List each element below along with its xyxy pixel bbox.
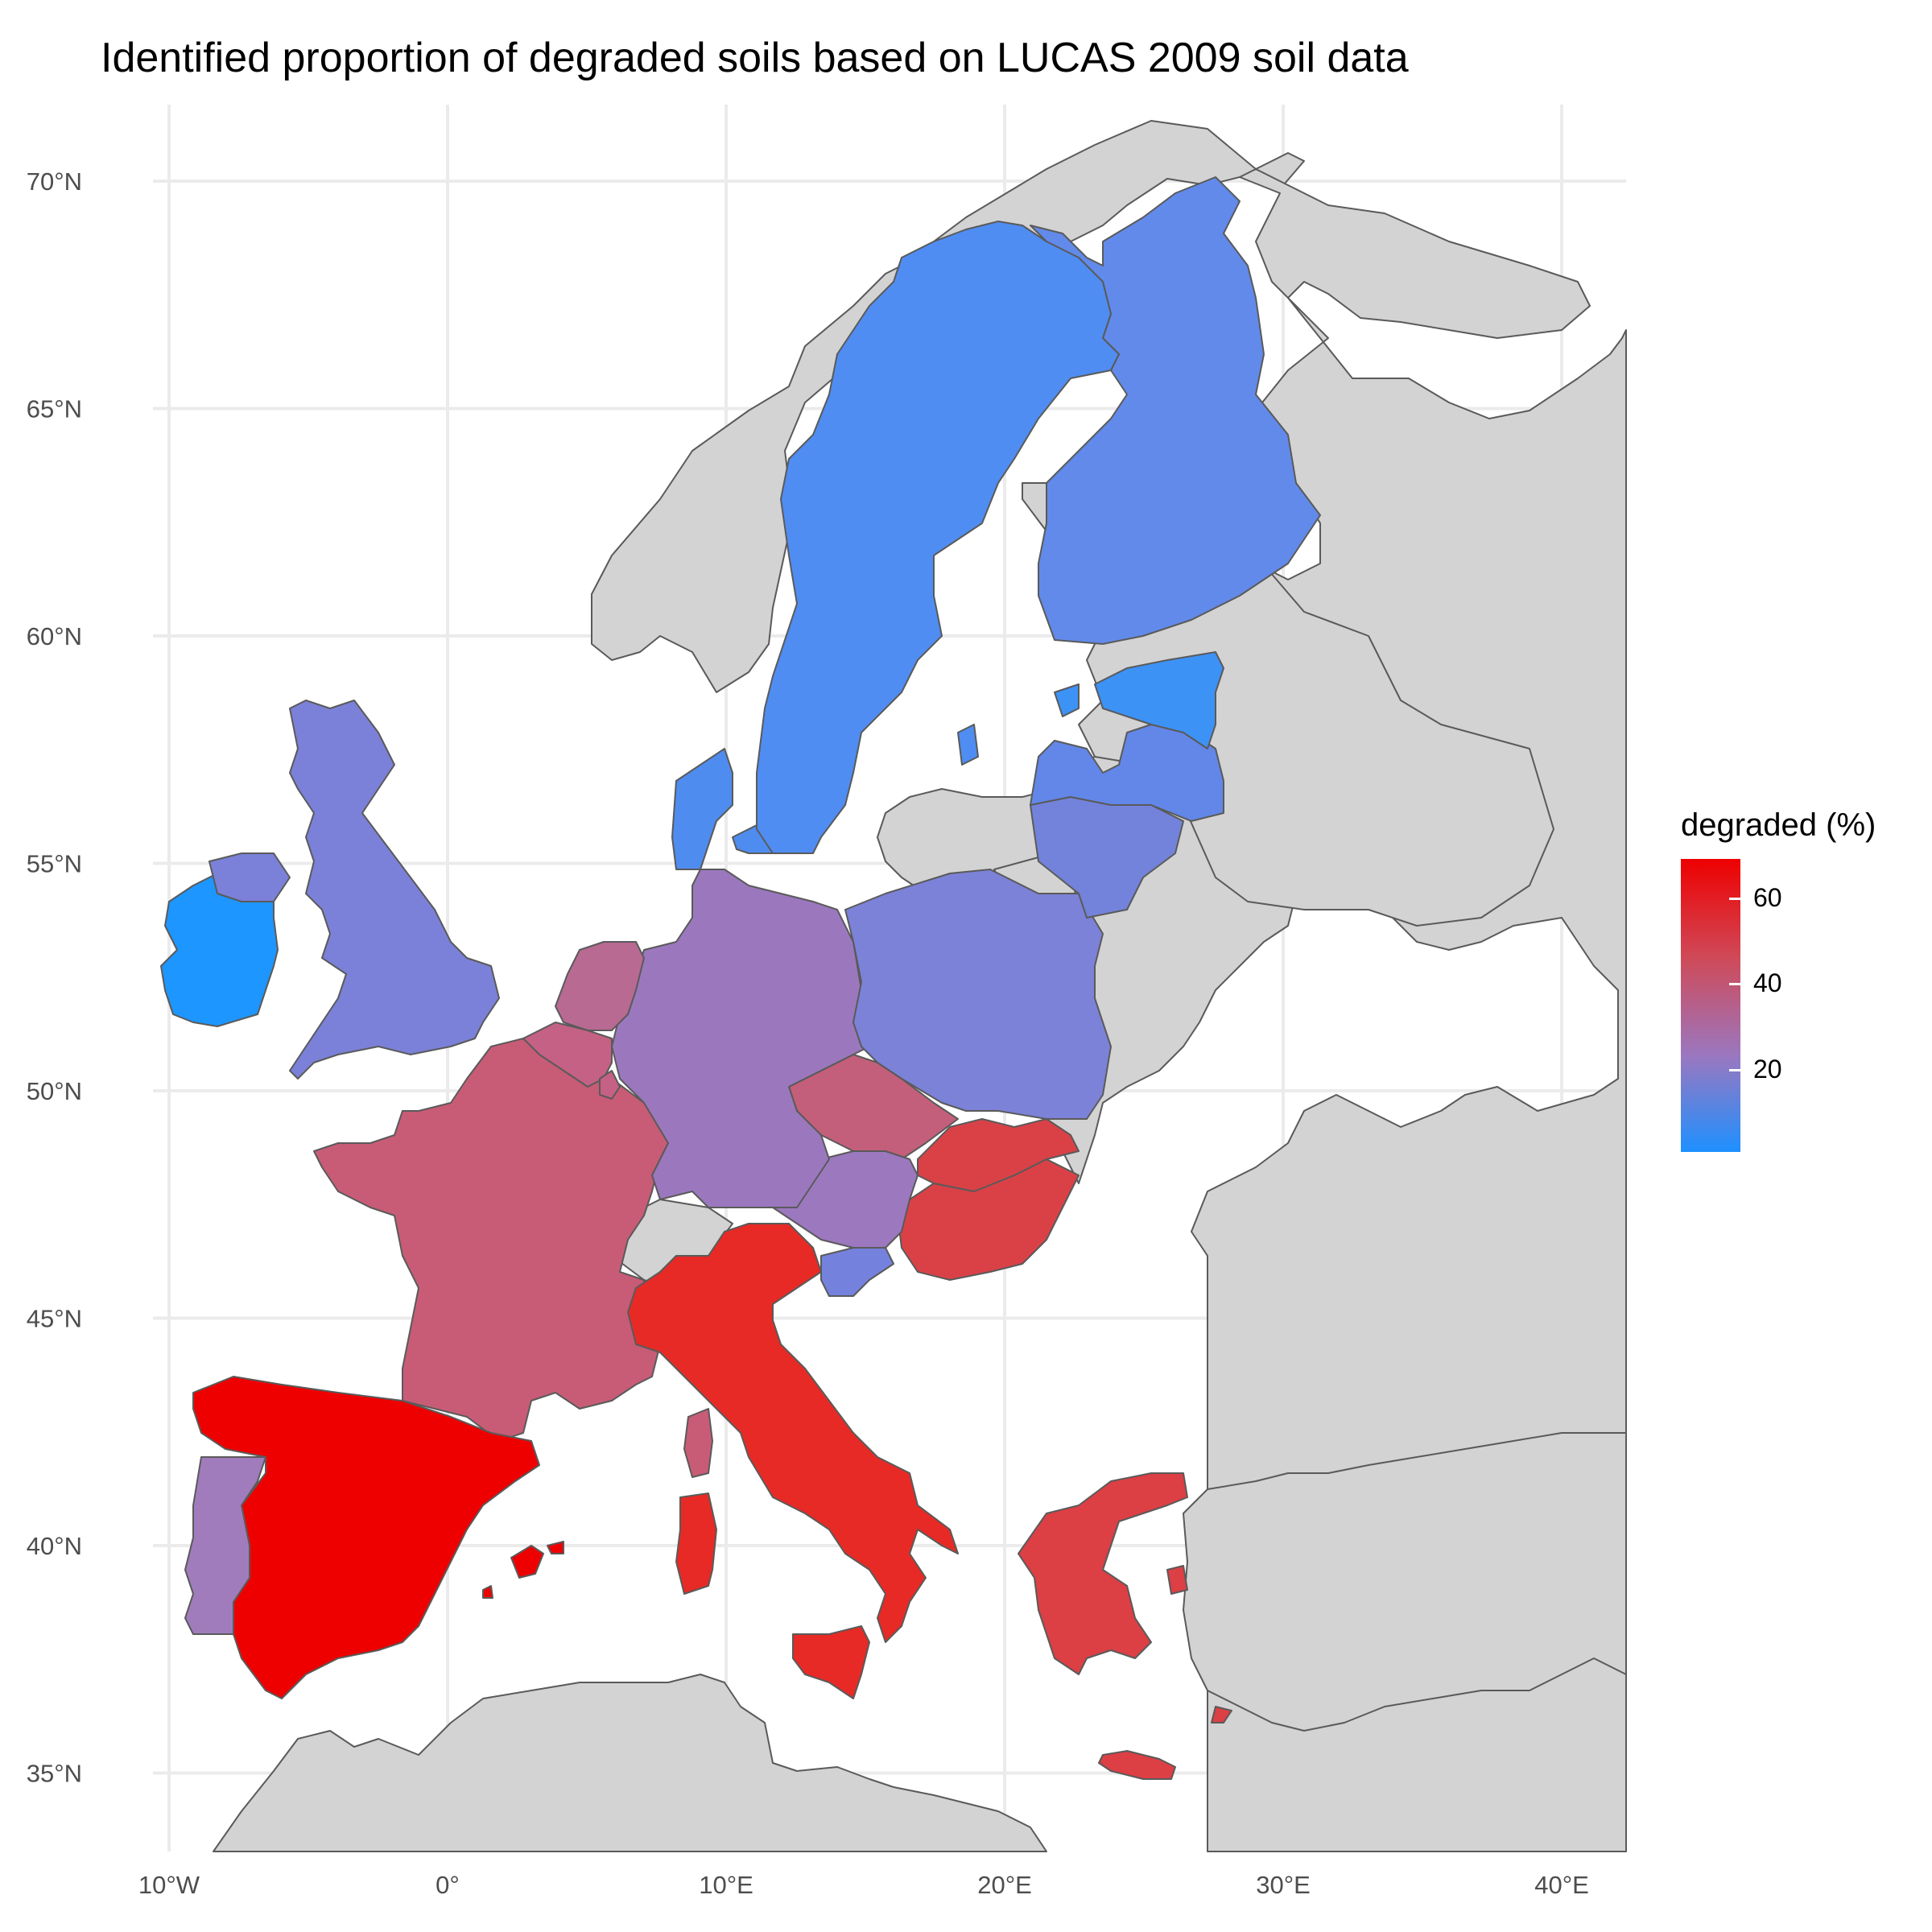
turkey-anatolia (1183, 1432, 1627, 1732)
norway (591, 120, 1305, 693)
region-portugal (184, 1456, 266, 1635)
region-netherlands (555, 941, 645, 1031)
y-tick-label: 40°N (27, 1532, 82, 1560)
region-sardinia (675, 1492, 717, 1595)
region-belgium (522, 1022, 613, 1088)
region-crete (1098, 1750, 1176, 1780)
x-tick-label: 10°E (699, 1871, 753, 1899)
x-tick-label: 30°E (1256, 1871, 1311, 1899)
legend-tick-mark (1729, 1069, 1740, 1071)
region-czechia (788, 1054, 959, 1160)
region-italy (627, 1223, 959, 1643)
legend-tick-label: 40 (1753, 968, 1782, 997)
y-tick-label: 35°N (27, 1760, 82, 1788)
axis-labels: 10°W 0° 10°E 20°E 30°E 40°E 70°N 65°N 60°N 55°N 50… (27, 167, 1589, 1899)
y-tick-label: 65°N (27, 395, 82, 423)
x-tick-label: 10°W (138, 1871, 200, 1899)
north-africa (213, 1674, 1047, 1852)
map-title: Identified proportion of degraded soils … (101, 35, 1409, 81)
region-sicily (792, 1625, 870, 1699)
region-poland (844, 869, 1112, 1120)
region-corsica (683, 1408, 713, 1478)
x-tick-label: 0° (436, 1871, 460, 1899)
legend-tick-mark (1729, 898, 1740, 900)
region-germany (611, 869, 870, 1208)
y-tick-label: 45°N (27, 1305, 82, 1333)
country-fills (160, 176, 1321, 1780)
x-tick-label: 40°E (1534, 1871, 1589, 1899)
y-tick-label: 70°N (27, 167, 82, 196)
region-slovenia (820, 1247, 894, 1297)
y-tick-label: 55°N (27, 850, 82, 878)
region-united-kingdom (208, 700, 500, 1080)
region-estonia (1054, 651, 1224, 749)
region-spain (192, 1376, 540, 1699)
legend-tick-label: 60 (1753, 883, 1782, 912)
region-sweden (756, 221, 1120, 854)
legend-tick-mark (1729, 983, 1740, 985)
x-tick-label: 20°E (977, 1871, 1032, 1899)
region-france (313, 1038, 677, 1442)
region-luxembourg (599, 1070, 621, 1100)
region-slovakia (917, 1118, 1080, 1192)
y-tick-label: 50°N (27, 1077, 82, 1105)
legend-title: degraded (%) (1681, 807, 1876, 843)
legend-tick-label: 20 (1753, 1055, 1782, 1084)
region-balearic-islands (482, 1541, 564, 1599)
y-tick-label: 60°N (27, 622, 82, 650)
region-greece (1018, 1472, 1232, 1724)
legend-colorbar (1681, 859, 1740, 1152)
